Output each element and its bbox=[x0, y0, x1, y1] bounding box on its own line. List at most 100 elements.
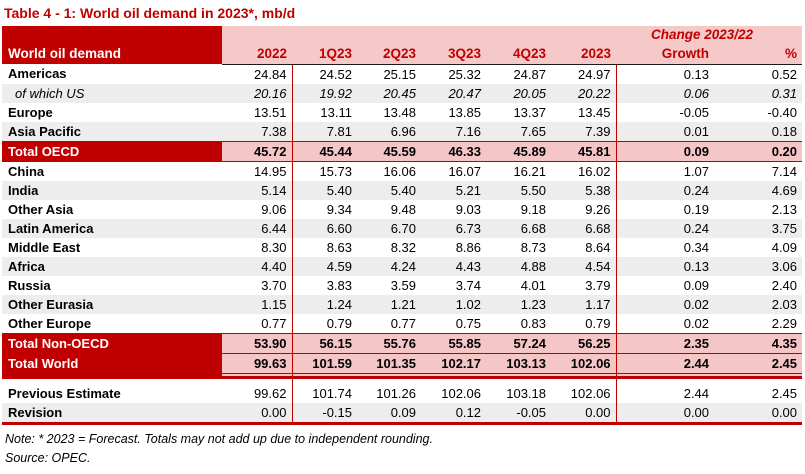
cell: 0.52 bbox=[714, 64, 803, 84]
cell: 13.37 bbox=[486, 102, 551, 122]
table-row: Total World 99.63 101.59 101.35 102.17 103.13… bbox=[2, 352, 803, 374]
cell: 2.44 bbox=[616, 352, 715, 374]
cell: 13.11 bbox=[292, 102, 357, 122]
cell: 9.48 bbox=[357, 199, 421, 219]
table-body: Americas 24.84 24.52 25.15 25.32 24.87 24.97 0.… bbox=[2, 64, 803, 425]
cell: 0.77 bbox=[222, 313, 293, 333]
cell: 20.22 bbox=[551, 83, 617, 103]
cell: 3.75 bbox=[714, 218, 803, 238]
cell: 4.35 bbox=[714, 332, 803, 354]
cell: 8.32 bbox=[357, 237, 421, 257]
cell: 5.14 bbox=[222, 180, 293, 200]
cell: 1.02 bbox=[421, 294, 486, 314]
row-label: Total OECD bbox=[2, 140, 222, 162]
cell: 13.48 bbox=[357, 102, 421, 122]
cell: 0.79 bbox=[551, 313, 617, 333]
table-row: Total Non-OECD 53.90 56.15 55.76 55.85 57.24 5… bbox=[2, 332, 803, 354]
spacer-cell bbox=[714, 373, 803, 379]
table-row: India 5.14 5.40 5.40 5.21 5.50 5.38 0.24 4.69 bbox=[2, 180, 803, 200]
cell: 99.62 bbox=[222, 384, 293, 403]
table-title: Table 4 - 1: World oil demand in 2023*, … bbox=[4, 5, 296, 21]
cell: 0.09 bbox=[616, 140, 715, 162]
cell: 16.02 bbox=[551, 161, 617, 181]
spacer-cell bbox=[292, 373, 357, 379]
cell: -0.05 bbox=[486, 403, 551, 425]
table-row: Russia 3.70 3.83 3.59 3.74 4.01 3.79 0.09 2.40 bbox=[2, 275, 803, 295]
header-spacer bbox=[222, 26, 617, 43]
spacer-cell bbox=[551, 377, 617, 384]
column-header: 2023 bbox=[551, 43, 617, 65]
cell: 0.00 bbox=[222, 403, 293, 425]
row-label: Total World bbox=[2, 352, 222, 374]
cell: 0.83 bbox=[486, 313, 551, 333]
table-row: Previous Estimate 99.62 101.74 101.26 102.06… bbox=[2, 384, 803, 403]
cell: 2.03 bbox=[714, 294, 803, 314]
world-oil-demand-table: World oil demand Change 2023/22 2022 1Q23… bbox=[2, 26, 803, 425]
cell: 102.17 bbox=[421, 352, 486, 374]
cell: 0.00 bbox=[714, 403, 803, 425]
cell: 4.40 bbox=[222, 256, 293, 276]
cell: -0.40 bbox=[714, 102, 803, 122]
cell: 6.68 bbox=[486, 218, 551, 238]
cell: 4.01 bbox=[486, 275, 551, 295]
change-header-row: World oil demand Change 2023/22 bbox=[2, 26, 803, 64]
cell: 0.18 bbox=[714, 121, 803, 141]
column-header: 4Q23 bbox=[486, 43, 551, 65]
cell: 45.89 bbox=[486, 140, 551, 162]
cell: 24.97 bbox=[551, 64, 617, 84]
row-label: Other Europe bbox=[2, 313, 222, 333]
table-row: Latin America 6.44 6.60 6.70 6.73 6.68 6.68 0.2… bbox=[2, 218, 803, 238]
cell: 56.15 bbox=[292, 332, 357, 354]
cell: 0.02 bbox=[616, 294, 715, 314]
table-row: Revision 0.00 -0.15 0.09 0.12 -0.05 0.00 0.00 0.… bbox=[2, 403, 803, 425]
cell: 7.81 bbox=[292, 121, 357, 141]
cell: 9.03 bbox=[421, 199, 486, 219]
cell: 0.09 bbox=[357, 403, 421, 425]
cell: 19.92 bbox=[292, 83, 357, 103]
spacer-white bbox=[2, 377, 803, 384]
corner-header-cell: World oil demand bbox=[2, 26, 222, 64]
cell: 3.59 bbox=[357, 275, 421, 295]
cell: 8.73 bbox=[486, 237, 551, 257]
row-label: Asia Pacific bbox=[2, 121, 222, 141]
cell: -0.05 bbox=[616, 102, 715, 122]
cell: 0.20 bbox=[714, 140, 803, 162]
cell: 5.21 bbox=[421, 180, 486, 200]
cell: 20.45 bbox=[357, 83, 421, 103]
cell: 4.54 bbox=[551, 256, 617, 276]
cell: 3.06 bbox=[714, 256, 803, 276]
column-header: 2Q23 bbox=[357, 43, 421, 65]
cell: 14.95 bbox=[222, 161, 293, 181]
cell: 0.77 bbox=[357, 313, 421, 333]
cell: 8.86 bbox=[421, 237, 486, 257]
cell: 9.26 bbox=[551, 199, 617, 219]
row-label: Russia bbox=[2, 275, 222, 295]
cell: 3.79 bbox=[551, 275, 617, 295]
cell: 0.06 bbox=[616, 83, 715, 103]
cell: 102.06 bbox=[421, 384, 486, 403]
spacer-cell bbox=[2, 373, 222, 379]
spacer-cell bbox=[551, 373, 617, 379]
cell: 4.43 bbox=[421, 256, 486, 276]
cell: 4.88 bbox=[486, 256, 551, 276]
cell: 4.59 bbox=[292, 256, 357, 276]
cell: 3.83 bbox=[292, 275, 357, 295]
table-source: Source: OPEC. bbox=[5, 451, 91, 465]
cell: 2.13 bbox=[714, 199, 803, 219]
cell: 6.68 bbox=[551, 218, 617, 238]
cell: 103.18 bbox=[486, 384, 551, 403]
row-label: China bbox=[2, 161, 222, 181]
cell: 7.16 bbox=[421, 121, 486, 141]
spacer-cell bbox=[292, 377, 357, 384]
cell: 25.32 bbox=[421, 64, 486, 84]
cell: 45.59 bbox=[357, 140, 421, 162]
cell: 0.12 bbox=[421, 403, 486, 425]
table-row: Africa 4.40 4.59 4.24 4.43 4.88 4.54 0.13 3.06 bbox=[2, 256, 803, 276]
change-header-label: Change 2023/22 bbox=[616, 26, 803, 43]
cell: -0.15 bbox=[292, 403, 357, 425]
spacer-cell bbox=[357, 373, 421, 379]
cell: 56.25 bbox=[551, 332, 617, 354]
cell: 6.73 bbox=[421, 218, 486, 238]
cell: 4.69 bbox=[714, 180, 803, 200]
table-row: Middle East 8.30 8.63 8.32 8.86 8.73 8.64 0.34 4… bbox=[2, 237, 803, 257]
